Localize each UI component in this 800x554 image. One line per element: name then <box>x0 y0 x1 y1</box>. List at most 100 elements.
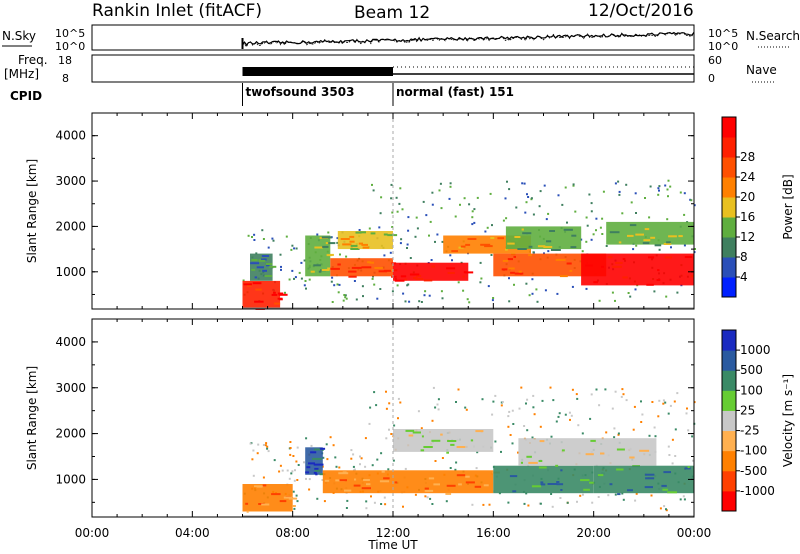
velocity-streak <box>639 449 650 452</box>
velocity-speckle <box>436 403 439 406</box>
velocity-speckle <box>352 453 355 456</box>
velocity-streak <box>561 449 565 452</box>
velocity-streak <box>475 430 484 433</box>
velocity-speckle <box>674 428 677 431</box>
velocity-speckle <box>607 494 610 497</box>
power-streak <box>464 271 474 274</box>
power-speckle <box>414 235 417 238</box>
velocity-streak <box>339 479 347 482</box>
velocity-speckle <box>288 477 291 480</box>
power-speckle <box>401 208 404 211</box>
velocity-speckle <box>321 479 324 481</box>
velocity-speckle <box>518 407 521 410</box>
chart-title: Rankin Inlet (fitACF) <box>92 1 262 21</box>
power-streak <box>359 231 366 234</box>
velocity-streak <box>433 483 440 486</box>
velocity-streak <box>424 489 434 492</box>
velocity-speckle <box>523 502 526 505</box>
power-streak <box>310 270 315 273</box>
power-cbar-title: Power [dB] <box>781 174 795 239</box>
power-streak <box>361 243 368 246</box>
velocity-speckle <box>589 417 592 420</box>
power-streak <box>668 235 677 238</box>
power-speckle <box>272 239 275 242</box>
power-speckle <box>491 224 493 227</box>
power-streak <box>348 270 357 273</box>
velocity-streak <box>520 461 523 464</box>
velocity-speckle <box>457 388 460 391</box>
power-streak <box>415 278 424 280</box>
power-streak <box>264 275 273 277</box>
power-streak <box>566 262 572 265</box>
power-streak <box>349 240 355 243</box>
velocity-speckle <box>605 431 608 434</box>
velocity-speckle <box>557 415 560 418</box>
velocity-streak <box>589 481 596 484</box>
power-speckle <box>416 227 419 230</box>
power-streak <box>618 241 622 244</box>
power-streak <box>278 298 283 301</box>
power-speckle <box>502 219 505 222</box>
power-speckle <box>420 301 423 303</box>
velocity-speckle <box>598 404 601 407</box>
power-streak <box>409 273 420 276</box>
power-cbar-label-5: 24 <box>740 170 755 184</box>
power-speckle <box>342 299 345 302</box>
velocity-streak <box>445 492 452 495</box>
velocity-speckle <box>360 457 363 460</box>
velocity-speckle <box>385 437 388 440</box>
power-speckle <box>415 216 418 219</box>
power-speckle <box>526 193 528 196</box>
velocity-speckle <box>292 455 295 457</box>
power-speckle <box>658 189 660 192</box>
velocity-speckle <box>526 429 529 432</box>
time-axis: 00:00 04:00 08:00 12:00 16:00 20:00 00:00 <box>75 526 712 540</box>
power-region-10 <box>606 221 694 245</box>
velocity-speckle <box>266 447 269 450</box>
power-speckle <box>440 290 443 293</box>
power-speckle <box>390 183 393 186</box>
power-streak <box>497 237 505 240</box>
velocity-speckle <box>345 507 348 509</box>
power-speckle <box>585 240 588 243</box>
velocity-speckle <box>434 406 437 409</box>
velocity-speckle <box>525 402 527 405</box>
velocity-streak <box>440 433 443 436</box>
power-speckle <box>489 192 492 195</box>
power-speckle <box>484 230 487 233</box>
power-cbar-seg-2 <box>722 237 736 258</box>
power-speckle <box>372 275 374 278</box>
time-tick-label-4: 16:00 <box>476 526 511 540</box>
velocity-speckle <box>687 429 690 432</box>
velocity-speckle <box>617 433 620 436</box>
power-speckle <box>531 278 534 281</box>
velocity-speckle <box>693 401 696 404</box>
power-streak <box>349 235 355 238</box>
power-speckle <box>630 201 633 204</box>
power-speckle <box>371 183 373 186</box>
power-streak <box>374 267 383 269</box>
power-speckle <box>625 183 628 186</box>
velocity-cbar-seg-1 <box>722 470 736 492</box>
velocity-cbar-seg-4 <box>722 410 736 432</box>
velocity-speckle <box>353 468 356 471</box>
velocity-streak <box>644 486 653 489</box>
velocity-streak <box>313 471 317 474</box>
velocity-speckle <box>262 476 265 479</box>
power-speckle <box>439 182 442 185</box>
velocity-speckle <box>551 505 554 508</box>
power-streak <box>383 269 392 272</box>
power-speckle <box>343 294 346 296</box>
power-speckle <box>618 190 621 193</box>
power-ylabel: Slant Range [km] <box>25 159 39 263</box>
velocity-speckle <box>555 420 558 423</box>
power-speckle <box>566 221 568 224</box>
nave-label: Nave <box>746 63 777 77</box>
power-speckle <box>602 190 605 193</box>
power-speckle <box>251 236 253 238</box>
velocity-streak <box>458 483 462 486</box>
power-speckle <box>355 298 358 301</box>
velocity-speckle <box>429 497 432 500</box>
velocity-speckle <box>686 407 688 410</box>
power-speckle <box>372 189 375 192</box>
